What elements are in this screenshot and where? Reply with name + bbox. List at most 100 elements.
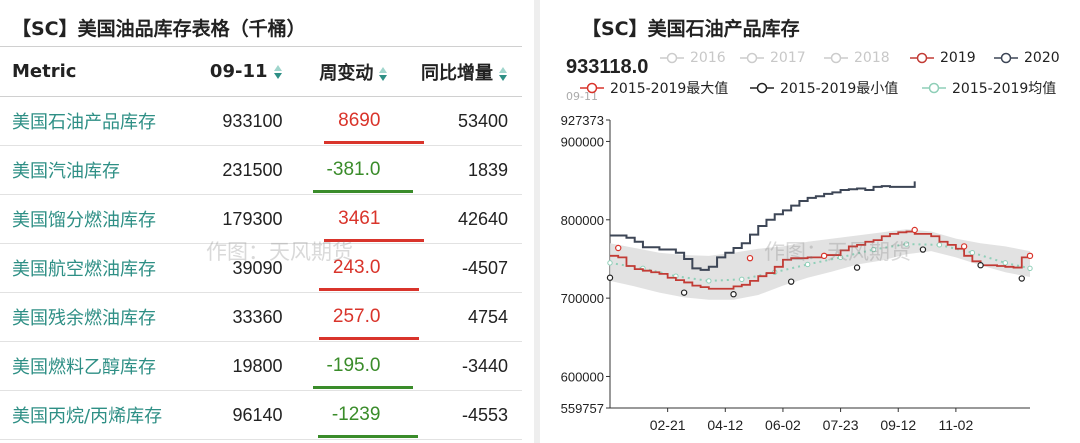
max-point xyxy=(615,244,622,252)
change-text: -1239 xyxy=(331,404,381,425)
legend-item[interactable]: 2018 xyxy=(824,50,890,66)
legend-marker-icon xyxy=(824,52,848,64)
mean-segment xyxy=(1005,261,1031,270)
change-bar xyxy=(318,337,419,340)
legend-item[interactable]: 2015-2019均值 xyxy=(922,78,1056,98)
max-point xyxy=(746,254,754,262)
watermark: 作图：天风期货 xyxy=(206,240,353,264)
value-cell: 933100 xyxy=(193,96,283,146)
change-cell: 243.0 xyxy=(282,243,419,293)
x-tick-label: 02-21 xyxy=(650,417,686,433)
mean-point xyxy=(936,242,943,248)
change-cell: 3461 xyxy=(282,194,425,244)
table-row: 美国燃料乙醇库存 19800 -195.0 -3440 xyxy=(0,341,522,391)
metric-name[interactable]: 美国汽油库存 xyxy=(0,145,194,195)
legend-label: 2015-2019最小值 xyxy=(780,81,899,97)
change-text: 243.0 xyxy=(332,257,381,278)
legend-marker-icon xyxy=(922,82,946,94)
chart-watermark: 作图：天风期货 xyxy=(764,240,911,264)
min-point xyxy=(853,264,861,271)
mean-point xyxy=(804,261,811,268)
metric-name[interactable]: 美国石油产品库存 xyxy=(0,96,194,146)
value-cell: 179300 xyxy=(193,194,283,244)
series-2020-line xyxy=(610,181,916,271)
yoy-cell: 42640 xyxy=(388,194,522,244)
legend-item[interactable]: 2019 xyxy=(910,50,976,66)
legend-marker-icon xyxy=(994,52,1018,64)
change-bar xyxy=(324,239,425,242)
max-point xyxy=(1026,252,1034,260)
legend-item[interactable]: 2015-2019最小值 xyxy=(750,78,898,98)
table-row: 美国残余燃油库存 33360 257.0 4754 xyxy=(0,292,522,342)
metric-name[interactable]: 美国航空燃油库存 xyxy=(0,243,194,293)
legend-label: 2019 xyxy=(940,50,976,66)
table-panel: 【SC】美国油品库存表格（千桶） Metric 09-11 周变动 同比增量 美… xyxy=(0,0,534,443)
mean-point xyxy=(969,249,976,256)
value-cell: 231500 xyxy=(193,145,283,195)
change-value: -195.0 xyxy=(312,355,413,389)
change-text: -195.0 xyxy=(326,355,381,376)
min-point xyxy=(606,274,614,281)
header-weekly-change[interactable]: 周变动 xyxy=(282,46,389,97)
legend-label: 2020 xyxy=(1024,50,1060,66)
x-tick-label: 11-02 xyxy=(938,417,973,433)
table-header-row: Metric 09-11 周变动 同比增量 xyxy=(0,46,522,97)
change-text: 8690 xyxy=(338,110,381,131)
header-yoy[interactable]: 同比增量 xyxy=(388,46,522,97)
legend-label: 2018 xyxy=(854,50,890,66)
mean-point xyxy=(739,276,745,283)
yoy-cell: 53400 xyxy=(388,96,522,146)
change-value: -381.0 xyxy=(312,159,413,193)
metric-name[interactable]: 美国燃料乙醇库存 xyxy=(0,341,194,391)
mean-point xyxy=(1002,260,1008,266)
metric-name[interactable]: 美国丙烷/丙烯库存 xyxy=(0,390,194,440)
mean-point xyxy=(1027,265,1033,272)
change-bar xyxy=(317,435,418,438)
x-tick-label: 06-02 xyxy=(765,417,801,433)
mean-point xyxy=(607,260,613,266)
y-tick-label: 559757 xyxy=(561,401,604,416)
legend-item[interactable]: 2020 xyxy=(994,50,1060,66)
change-bar xyxy=(324,141,425,144)
legend-label: 2016 xyxy=(690,50,726,66)
metric-name[interactable]: 美国残余燃油库存 xyxy=(0,292,194,342)
change-cell: 8690 xyxy=(282,96,425,146)
legend-label: 2015-2019最大值 xyxy=(610,81,729,97)
legend-marker-icon xyxy=(910,52,934,64)
min-point xyxy=(787,278,795,285)
table-row: 美国航空燃油库存 39090 243.0 -4507 xyxy=(0,243,522,293)
table-row: 美国丙烷/丙烯库存 96140 -1239 -4553 xyxy=(0,390,522,440)
legend-item[interactable]: 2015-2019最大值 xyxy=(580,78,728,98)
x-tick-label: 07-23 xyxy=(823,417,859,433)
table-row: 美国汽油库存 231500 -381.0 1839 xyxy=(0,145,522,195)
legend-label: 2017 xyxy=(770,50,806,66)
legend-item[interactable]: 2017 xyxy=(740,50,806,66)
change-value: 243.0 xyxy=(318,257,419,291)
min-point xyxy=(977,262,984,269)
change-value: -1239 xyxy=(317,404,418,438)
sort-icon[interactable] xyxy=(379,66,388,81)
yoy-cell: -4507 xyxy=(388,243,522,293)
change-text: 3461 xyxy=(338,208,381,229)
inventory-table: Metric 09-11 周变动 同比增量 美国石油产品库存 933100 8690… xyxy=(0,46,522,440)
header-date[interactable]: 09-11 xyxy=(193,46,283,97)
yoy-cell: -4553 xyxy=(388,390,522,440)
max-point xyxy=(820,252,828,260)
change-value: 257.0 xyxy=(318,306,419,340)
yoy-cell: 1839 xyxy=(388,145,522,195)
metric-name[interactable]: 美国馏分燃油库存 xyxy=(0,194,194,244)
change-bar xyxy=(312,386,413,389)
change-text: -381.0 xyxy=(326,159,381,180)
y-tick-label: 700000 xyxy=(561,291,604,306)
change-text: 257.0 xyxy=(332,306,381,327)
y-tick-label: 927373 xyxy=(561,113,604,128)
yoy-cell: 4754 xyxy=(388,292,522,342)
change-cell: -195.0 xyxy=(282,341,413,391)
header-yoy-label: 同比增量 xyxy=(421,62,493,84)
sort-icon[interactable] xyxy=(273,65,283,79)
legend-item[interactable]: 2016 xyxy=(660,50,726,66)
legend-label: 2015-2019均值 xyxy=(952,81,1057,97)
sort-icon[interactable] xyxy=(499,66,508,81)
mean-point xyxy=(903,241,910,247)
change-cell: -1239 xyxy=(282,390,418,440)
